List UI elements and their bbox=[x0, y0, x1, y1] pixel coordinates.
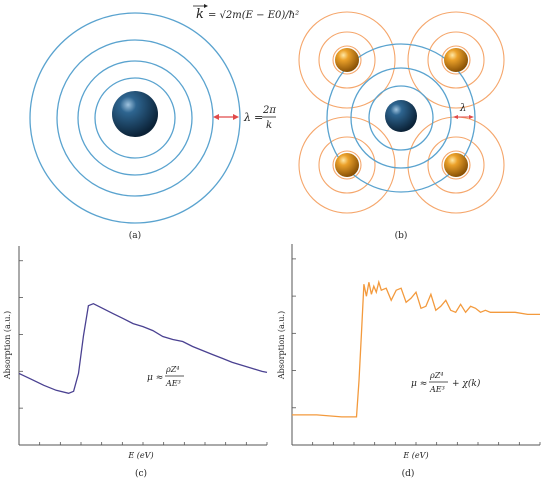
ticks-c bbox=[18, 260, 268, 446]
wave-ring-2 bbox=[77, 60, 193, 176]
wavelength-arrow-a bbox=[213, 114, 239, 120]
panel-a: k = √2m(E − E0)/ħ² λ = 2π k (a) bbox=[29, 4, 299, 241]
xlabel-d: E (eV) bbox=[402, 451, 428, 460]
axes-c bbox=[18, 246, 267, 446]
formula-num-c: ρZ⁴ bbox=[165, 365, 179, 374]
formula-rhs-d: + χ(k) bbox=[452, 378, 481, 389]
formula-num-d: ρZ⁴ bbox=[429, 371, 443, 380]
caption-b: (b) bbox=[395, 230, 408, 241]
k-formula: = √2m(E − E0)/ħ² bbox=[208, 10, 299, 21]
formula-lhs-d: μ ≈ bbox=[411, 379, 427, 389]
absorption-curve-d bbox=[292, 279, 540, 418]
k-denominator: k bbox=[266, 120, 272, 131]
two-pi: 2π bbox=[262, 105, 276, 116]
panel-c: Absorption (a.u.) E (eV) (c) μ ≈ ρZ⁴ AE³ bbox=[3, 246, 268, 479]
wavelength-arrow-b bbox=[453, 115, 474, 119]
caption-c: (c) bbox=[135, 468, 147, 479]
neighbor-rings bbox=[298, 11, 505, 214]
neighbor-atom-br bbox=[444, 153, 468, 177]
wave-ring-3 bbox=[56, 39, 214, 197]
formula-den-c: AE³ bbox=[165, 379, 181, 388]
k-vector-arrow-head bbox=[204, 4, 208, 8]
ylabel-d: Absorption (a.u.) bbox=[277, 311, 286, 380]
lambda-symbol-b: λ bbox=[459, 103, 466, 114]
center-atom bbox=[385, 100, 417, 132]
neighbor-atom-bl bbox=[335, 153, 359, 177]
center-rings bbox=[326, 43, 476, 193]
lambda-equals: = bbox=[254, 111, 263, 124]
wave-ring-4 bbox=[29, 12, 241, 224]
neighbor-atom-tl bbox=[335, 48, 359, 72]
absorber-atom bbox=[112, 91, 158, 137]
panel-d: Absorption (a.u.) E (eV) (d) μ ≈ ρZ⁴ AE³… bbox=[277, 244, 541, 479]
k-vector-symbol: k bbox=[196, 7, 204, 22]
neighbor-atom-tr bbox=[444, 48, 468, 72]
formula-den-d: AE³ bbox=[429, 385, 445, 394]
axes-d bbox=[291, 244, 540, 446]
ylabel-c: Absorption (a.u.) bbox=[3, 311, 12, 380]
wave-ring-1 bbox=[94, 77, 176, 159]
xlabel-c: E (eV) bbox=[127, 451, 153, 460]
lambda-symbol-a: λ bbox=[243, 111, 251, 124]
panel-b: λ (b) bbox=[298, 11, 505, 241]
ticks-d bbox=[291, 258, 541, 446]
caption-d: (d) bbox=[402, 468, 415, 479]
formula-lhs-c: μ ≈ bbox=[147, 373, 163, 383]
caption-a: (a) bbox=[129, 230, 141, 241]
absorption-curve-c bbox=[18, 302, 268, 394]
